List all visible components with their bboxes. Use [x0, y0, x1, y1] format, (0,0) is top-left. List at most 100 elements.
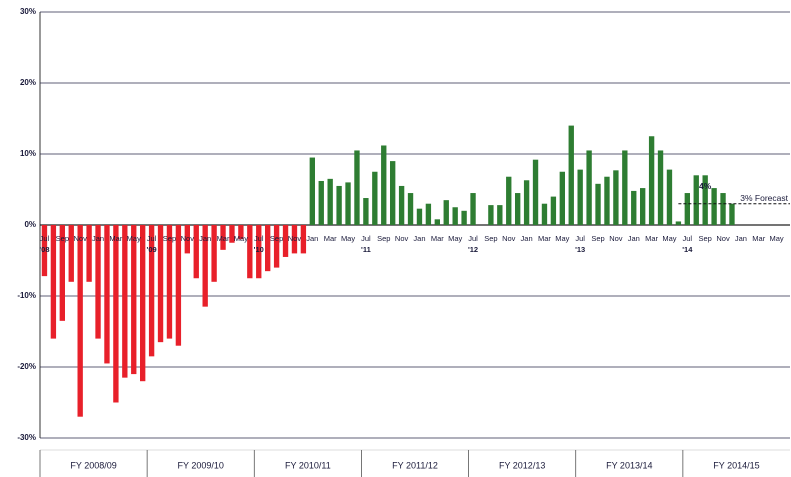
- bar: [175, 225, 182, 346]
- bar: [416, 208, 423, 225]
- bar: [675, 221, 682, 225]
- bar: [336, 185, 342, 225]
- bar: [425, 203, 432, 225]
- year-label: '08: [39, 245, 49, 254]
- bar: [95, 225, 101, 339]
- x-tick-label: Sep: [591, 234, 604, 243]
- x-tick-label: May: [341, 234, 355, 243]
- y-tick-label: -20%: [17, 362, 36, 371]
- x-tick-label: Jul: [468, 234, 478, 243]
- bar: [247, 225, 253, 279]
- bar: [113, 225, 119, 403]
- bar: [693, 175, 699, 225]
- annotation: 4%: [699, 181, 712, 191]
- bar: [318, 180, 324, 225]
- bar: [273, 225, 280, 268]
- x-tick-label: Jan: [413, 234, 425, 243]
- x-tick-label: Sep: [377, 234, 390, 243]
- x-tick-label: May: [127, 234, 141, 243]
- bar: [452, 207, 458, 225]
- x-tick-label: Jul: [683, 234, 693, 243]
- x-tick-label: Mar: [217, 234, 230, 243]
- bar: [515, 193, 521, 225]
- bar: [532, 159, 539, 225]
- year-label: '14: [682, 245, 693, 254]
- x-tick-label: Jan: [306, 234, 318, 243]
- bar: [265, 225, 271, 272]
- fy-label: FY 2012/13: [499, 460, 545, 470]
- bar: [131, 225, 137, 375]
- bar: [238, 225, 244, 240]
- x-tick-label: Mar: [324, 234, 337, 243]
- bar: [488, 205, 494, 225]
- bar: [604, 176, 610, 225]
- bar: [390, 161, 396, 225]
- x-tick-label: Jan: [735, 234, 747, 243]
- bar: [443, 200, 449, 225]
- x-tick-label: Nov: [502, 234, 516, 243]
- bar: [300, 225, 307, 254]
- y-tick-label: 30%: [20, 7, 36, 16]
- bar: [640, 188, 646, 225]
- bar: [381, 145, 387, 225]
- x-tick-label: Jan: [199, 234, 211, 243]
- bar: [229, 225, 235, 243]
- x-tick-label: Sep: [484, 234, 497, 243]
- bar: [354, 150, 360, 225]
- fy-label: FY 2008/09: [70, 460, 116, 470]
- bar: [657, 150, 664, 225]
- y-tick-label: 10%: [20, 149, 36, 158]
- bar: [434, 219, 440, 225]
- x-tick-label: Nov: [74, 234, 88, 243]
- year-label: '13: [575, 245, 585, 254]
- bar: [166, 225, 173, 339]
- x-tick-label: Jan: [521, 234, 533, 243]
- bar: [595, 183, 601, 225]
- x-tick-label: Jan: [92, 234, 104, 243]
- bar: [157, 225, 164, 343]
- x-tick-label: Jan: [628, 234, 640, 243]
- year-label: '10: [254, 245, 264, 254]
- fy-label: FY 2014/15: [713, 460, 759, 470]
- bar: [372, 171, 378, 225]
- bar: [104, 225, 110, 364]
- y-tick-label: 0%: [24, 220, 36, 229]
- bar: [282, 225, 289, 257]
- bar: [77, 225, 83, 417]
- x-tick-label: May: [448, 234, 462, 243]
- bar: [523, 180, 530, 225]
- bar: [568, 125, 574, 225]
- bar: [193, 225, 199, 279]
- y-tick-label: -30%: [17, 433, 36, 442]
- bar: [50, 225, 57, 339]
- year-label: '12: [468, 245, 478, 254]
- bar: [684, 193, 690, 225]
- x-tick-label: Jul: [254, 234, 264, 243]
- bar: [291, 225, 298, 254]
- bar: [720, 193, 726, 225]
- x-tick-label: Sep: [56, 234, 69, 243]
- bar: [461, 210, 467, 225]
- bar: [41, 225, 48, 277]
- x-tick-label: Mar: [538, 234, 551, 243]
- bar: [631, 190, 637, 225]
- bar: [68, 225, 74, 282]
- x-tick-label: Nov: [609, 234, 623, 243]
- x-tick-label: Nov: [716, 234, 730, 243]
- x-tick-label: Jul: [361, 234, 371, 243]
- bar: [327, 178, 333, 225]
- bar: [398, 185, 405, 225]
- bar: [86, 225, 92, 282]
- bar: [622, 150, 628, 225]
- x-tick-label: Mar: [431, 234, 444, 243]
- y-tick-label: 20%: [20, 78, 36, 87]
- bar: [345, 182, 351, 225]
- bar: [541, 203, 548, 225]
- x-tick-label: May: [234, 234, 248, 243]
- x-tick-label: Sep: [270, 234, 283, 243]
- x-tick-label: Jul: [575, 234, 585, 243]
- bar: [148, 225, 155, 357]
- x-tick-label: Nov: [288, 234, 302, 243]
- bar: [577, 169, 583, 225]
- x-tick-label: Nov: [181, 234, 195, 243]
